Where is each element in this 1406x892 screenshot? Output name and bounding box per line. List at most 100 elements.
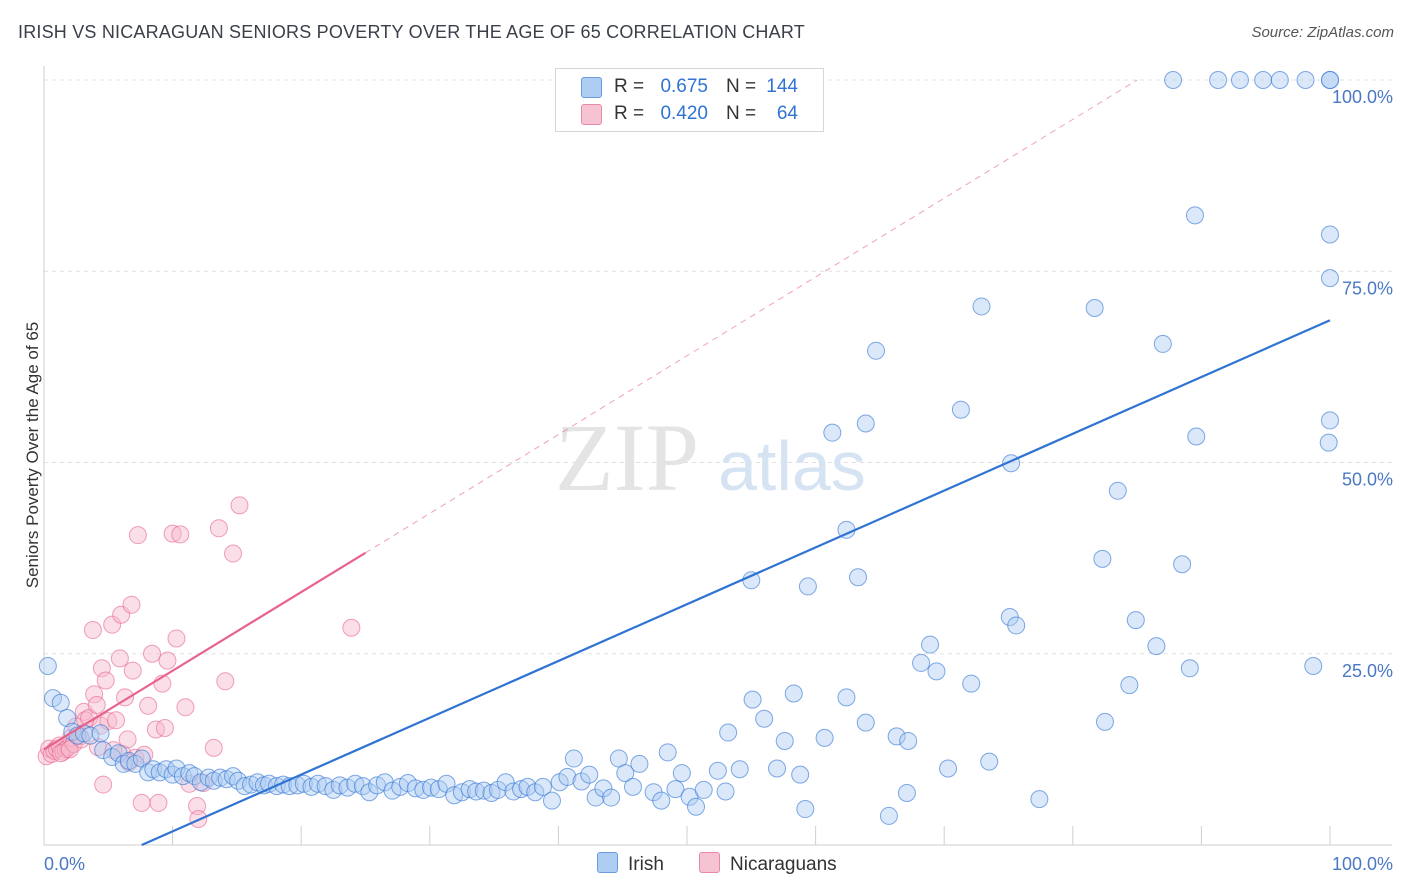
data-point-irish <box>91 724 110 743</box>
data-point-irish <box>1270 71 1289 89</box>
data-point-irish <box>980 752 999 771</box>
data-point-irish <box>796 800 815 819</box>
data-point-irish <box>897 783 916 802</box>
data-point-nicaraguans <box>230 496 249 515</box>
data-point-irish <box>602 788 621 807</box>
data-point-irish <box>887 727 906 746</box>
data-point-irish <box>467 782 486 801</box>
data-point-irish <box>775 731 794 750</box>
data-point-irish <box>1187 427 1206 446</box>
data-point-irish <box>616 764 635 783</box>
data-point-irish <box>658 743 677 762</box>
data-point-irish <box>939 759 958 778</box>
data-point-nicaraguans <box>167 629 186 648</box>
data-point-irish <box>1321 411 1339 430</box>
data-point-irish <box>1164 71 1183 89</box>
data-point-irish <box>360 783 379 802</box>
legend-r-label: R = <box>614 103 645 124</box>
trend-line-nicaraguans <box>43 551 367 751</box>
data-point-irish <box>730 760 749 779</box>
data-point-nicaraguans <box>342 618 361 637</box>
data-point-irish <box>694 780 713 799</box>
data-point-nicaraguans <box>176 698 195 717</box>
data-point-nicaraguans <box>128 526 147 545</box>
legend-swatch-irish <box>581 77 602 98</box>
data-point-irish <box>1120 676 1139 695</box>
data-point-irish <box>496 773 515 792</box>
data-point-irish <box>1085 298 1104 317</box>
series-swatch-irish <box>597 852 618 873</box>
data-point-nicaraguans <box>87 696 106 715</box>
data-point-irish <box>1321 225 1339 244</box>
legend-r-value-nicaraguans: 0.420 <box>660 103 708 124</box>
data-point-irish <box>716 782 735 801</box>
data-point-irish <box>211 768 230 787</box>
data-point-nicaraguans <box>143 644 162 663</box>
data-point-irish <box>1108 481 1127 500</box>
data-point-nicaraguans <box>155 718 174 737</box>
data-point-irish <box>558 767 577 786</box>
data-point-irish <box>1296 71 1315 89</box>
series-swatch-nicaraguans <box>699 852 720 873</box>
data-point-irish <box>1093 549 1112 568</box>
data-point-nicaraguans <box>85 685 104 704</box>
data-point-nicaraguans <box>163 524 182 543</box>
series-legend-irish[interactable]: Irish <box>597 852 664 876</box>
series-legend-nicaraguans[interactable]: Nicaraguans <box>699 852 837 876</box>
y-tick-labels: 25.0% 50.0% 75.0% 100.0% <box>1332 87 1393 681</box>
data-point-irish <box>927 662 946 681</box>
legend-row-nicaraguans: R = 0.420 N = 64 <box>556 101 823 127</box>
axes <box>43 66 1392 846</box>
data-point-irish <box>422 778 441 797</box>
data-point-nicaraguans <box>92 659 111 678</box>
grid <box>44 79 1392 655</box>
data-point-irish <box>823 423 842 442</box>
watermark-atlas: atlas <box>718 427 866 505</box>
data-point-irish <box>51 693 70 712</box>
data-point-irish <box>791 765 810 784</box>
data-point-nicaraguans <box>224 544 243 563</box>
data-point-irish <box>755 709 774 728</box>
y-tick-label: 75.0% <box>1342 278 1393 298</box>
data-point-nicaraguans <box>103 615 122 634</box>
legend-n-value-irish: 144 <box>766 76 798 97</box>
y-tick-label: 25.0% <box>1342 661 1393 681</box>
data-point-irish <box>94 741 113 760</box>
data-point-nicaraguans <box>83 621 102 640</box>
data-point-irish <box>719 723 738 742</box>
data-point-nicaraguans <box>51 744 70 763</box>
data-point-nicaraguans <box>123 661 142 680</box>
data-point-irish <box>1185 206 1204 225</box>
data-point-irish <box>962 674 981 693</box>
data-point-irish <box>580 765 599 784</box>
data-point-nicaraguans <box>209 519 228 538</box>
data-point-irish <box>972 297 991 316</box>
legend-r-value-irish: 0.675 <box>660 76 708 97</box>
data-point-nicaraguans <box>158 651 177 670</box>
data-point-nicaraguans <box>104 741 123 760</box>
data-point-irish <box>533 777 552 796</box>
data-point-nicaraguans <box>216 672 235 691</box>
data-point-nicaraguans <box>94 775 113 794</box>
legend-row-irish: R = 0.675 N = 144 <box>556 74 823 100</box>
data-point-nicaraguans <box>60 740 79 759</box>
data-point-irish <box>1321 71 1339 89</box>
data-point-irish <box>837 688 856 707</box>
chart-title: IRISH VS NICARAGUAN SENIORS POVERTY OVER… <box>18 22 805 42</box>
nicaraguans-points <box>37 496 361 828</box>
data-point-irish <box>815 728 834 747</box>
data-point-irish <box>798 577 817 596</box>
data-point-irish <box>899 731 918 750</box>
data-point-nicaraguans <box>110 649 129 668</box>
data-point-irish <box>1153 334 1172 353</box>
data-point-irish <box>1304 656 1323 675</box>
data-point-irish <box>1147 637 1166 656</box>
data-point-irish <box>687 797 706 816</box>
trend-line-irish <box>141 319 1331 847</box>
data-point-irish <box>1254 71 1273 89</box>
legend-n-label: N = <box>726 76 757 97</box>
data-point-irish <box>743 690 762 709</box>
data-point-nicaraguans <box>171 525 190 544</box>
data-point-irish <box>652 791 671 810</box>
data-point-irish <box>1321 269 1339 288</box>
